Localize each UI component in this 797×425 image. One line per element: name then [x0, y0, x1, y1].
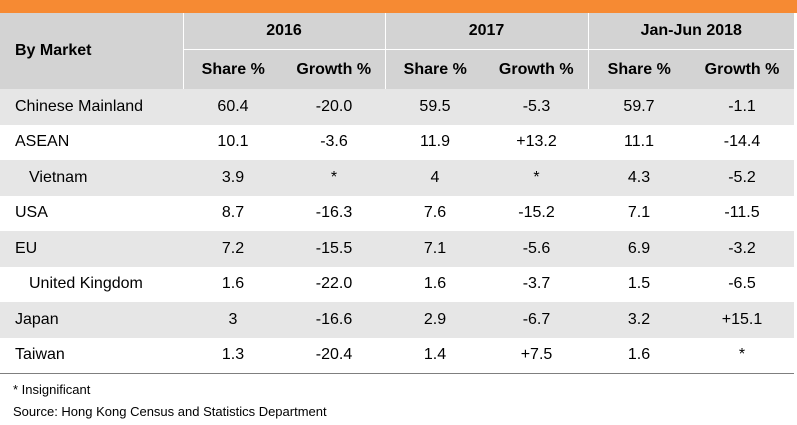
table-row: USA 8.7 -16.3 7.6 -15.2 7.1 -11.5 — [0, 195, 795, 231]
growth-cell: +7.5 — [485, 337, 588, 374]
share-header: Share % — [183, 49, 283, 89]
table-row: Chinese Mainland 60.4 -20.0 59.5 -5.3 59.7 -1.… — [0, 89, 795, 125]
period-header-2016: 2016 — [183, 13, 386, 50]
table-row: United Kingdom 1.6 -22.0 1.6 -3.7 1.5 -6.5 — [0, 266, 795, 302]
source-note: Source: Hong Kong Census and Statistics … — [13, 404, 327, 419]
share-cell: 7.1 — [385, 231, 485, 267]
growth-cell: * — [690, 337, 795, 374]
growth-cell: -22.0 — [283, 266, 385, 302]
share-cell: 4.3 — [588, 160, 690, 196]
growth-cell: -15.5 — [283, 231, 385, 267]
growth-header: Growth % — [485, 49, 589, 89]
share-cell: 7.1 — [588, 195, 690, 231]
market-cell: Vietnam — [0, 160, 183, 196]
table-row: Vietnam 3.9 * 4 * 4.3 -5.2 — [0, 160, 795, 196]
table-body: Chinese Mainland 60.4 -20.0 59.5 -5.3 59.7 -1.… — [0, 89, 795, 374]
share-cell: 59.5 — [385, 89, 485, 125]
share-header: Share % — [588, 49, 690, 89]
table-row: EU 7.2 -15.5 7.1 -5.6 6.9 -3.2 — [0, 231, 795, 267]
share-cell: 1.6 — [385, 266, 485, 302]
market-cell: Japan — [0, 302, 183, 338]
table-row: ASEAN 10.1 -3.6 11.9 +13.2 11.1 -14.4 — [0, 124, 795, 160]
growth-cell: -5.2 — [690, 160, 795, 196]
share-cell: 11.9 — [385, 124, 485, 160]
growth-cell: -16.3 — [283, 195, 385, 231]
growth-cell: -3.6 — [283, 124, 385, 160]
growth-cell: -15.2 — [485, 195, 588, 231]
share-cell: 11.1 — [588, 124, 690, 160]
market-cell: USA — [0, 195, 183, 231]
period-header-2018h1: Jan-Jun 2018 — [588, 13, 795, 50]
share-cell: 6.9 — [588, 231, 690, 267]
growth-cell: -5.6 — [485, 231, 588, 267]
share-cell: 1.6 — [588, 337, 690, 374]
growth-cell: * — [485, 160, 588, 196]
market-column-header: By Market — [0, 13, 184, 89]
growth-cell: -16.6 — [283, 302, 385, 338]
share-cell: 4 — [385, 160, 485, 196]
share-cell: 2.9 — [385, 302, 485, 338]
share-cell: 3 — [183, 302, 283, 338]
share-cell: 1.3 — [183, 337, 283, 374]
period-header-2017: 2017 — [385, 13, 589, 50]
growth-cell: -1.1 — [690, 89, 795, 125]
share-cell: 3.9 — [183, 160, 283, 196]
growth-cell: -6.5 — [690, 266, 795, 302]
share-cell: 10.1 — [183, 124, 283, 160]
table-row: Japan 3 -16.6 2.9 -6.7 3.2 +15.1 — [0, 302, 795, 338]
market-share-table: By Market 2016 2017 Jan-Jun 2018 Share %… — [0, 13, 795, 374]
growth-cell: -3.2 — [690, 231, 795, 267]
share-cell: 1.6 — [183, 266, 283, 302]
market-cell: Taiwan — [0, 337, 183, 374]
market-cell: EU — [0, 231, 183, 267]
growth-cell: -3.7 — [485, 266, 588, 302]
market-cell: Chinese Mainland — [0, 89, 183, 125]
growth-header: Growth % — [283, 49, 386, 89]
table-row: Taiwan 1.3 -20.4 1.4 +7.5 1.6 * — [0, 337, 795, 374]
share-cell: 7.2 — [183, 231, 283, 267]
table-notes: * Insignificant Source: Hong Kong Census… — [13, 379, 327, 423]
growth-cell: -20.0 — [283, 89, 385, 125]
growth-cell: -14.4 — [690, 124, 795, 160]
growth-header: Growth % — [690, 49, 795, 89]
share-cell: 1.5 — [588, 266, 690, 302]
share-cell: 1.4 — [385, 337, 485, 374]
market-cell: United Kingdom — [0, 266, 183, 302]
share-cell: 7.6 — [385, 195, 485, 231]
growth-cell: -11.5 — [690, 195, 795, 231]
growth-cell: -5.3 — [485, 89, 588, 125]
growth-cell: -6.7 — [485, 302, 588, 338]
share-header: Share % — [385, 49, 485, 89]
share-cell: 59.7 — [588, 89, 690, 125]
growth-cell: +13.2 — [485, 124, 588, 160]
share-cell: 60.4 — [183, 89, 283, 125]
growth-cell: * — [283, 160, 385, 196]
share-cell: 3.2 — [588, 302, 690, 338]
growth-cell: -20.4 — [283, 337, 385, 374]
accent-top-bar — [0, 0, 797, 13]
growth-cell: +15.1 — [690, 302, 795, 338]
share-cell: 8.7 — [183, 195, 283, 231]
footnote: * Insignificant — [13, 382, 91, 397]
market-cell: ASEAN — [0, 124, 183, 160]
